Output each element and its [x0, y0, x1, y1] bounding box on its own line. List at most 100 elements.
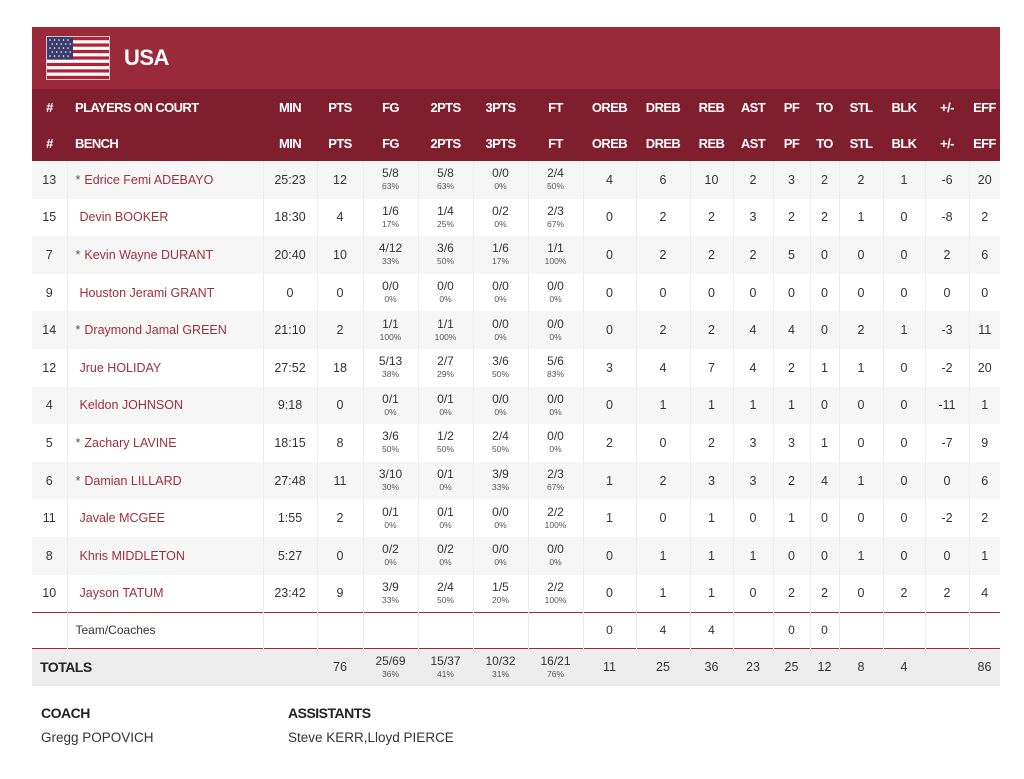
player-2pts: 2/7 29% [417, 348, 473, 387]
player-name-cell[interactable]: * Edrice Femi ADEBAYO [66, 161, 263, 199]
totals-reb: 36 [704, 660, 719, 675]
player-dreb: 1 [635, 574, 690, 613]
player-blk: 0 [882, 536, 925, 575]
player-name-cell[interactable]: Jrue HOLIDAY [66, 348, 263, 387]
player-stl: 0 [838, 499, 883, 537]
player-plus-minus: -6 [924, 161, 969, 199]
player-name-link[interactable]: Houston Jerami GRANT [79, 285, 215, 300]
player-number: 10 [42, 586, 57, 601]
player-name-link[interactable]: Edrice Femi ADEBAYO [84, 172, 214, 187]
player-name-link[interactable]: Devin BOOKER [79, 210, 169, 225]
player-min: 27:52 [262, 348, 317, 387]
player-2pts: 0/1 0% [417, 499, 473, 537]
player-plus-minus: -7 [924, 424, 969, 462]
player-name-link[interactable]: Damian LILLARD [84, 473, 182, 488]
player-stl: 2 [838, 311, 883, 349]
player-name-cell[interactable]: * Zachary LAVINE [66, 424, 263, 462]
player-number: 13 [42, 172, 57, 187]
player-name-link[interactable]: Jrue HOLIDAY [79, 360, 162, 375]
col-pf: PF [783, 99, 800, 115]
player-3pts: 0/2 0% [472, 198, 528, 237]
player-number: 9 [45, 285, 53, 300]
team-ast [732, 612, 773, 649]
col-pts: PTS [328, 135, 352, 151]
player-blk: 0 [882, 236, 925, 274]
player-to: 0 [809, 536, 839, 575]
player-min: 18:30 [262, 198, 317, 237]
player-ast: 2 [732, 161, 773, 199]
player-name-cell[interactable]: * Kevin Wayne DURANT [66, 236, 263, 274]
player-2pts: 0/1 0% [417, 386, 473, 425]
player-name-link[interactable]: Kevin Wayne DURANT [84, 247, 214, 262]
col-bench: BENCH [75, 135, 119, 151]
player-2pts: 1/2 50% [417, 424, 473, 462]
team-boxscore: USA # PLAYERS ON COURT MIN PTS FG 2PTS 3… [32, 27, 1000, 687]
player-dreb: 4 [635, 348, 690, 387]
player-eff: 20 [968, 348, 1000, 387]
player-pf: 2 [772, 198, 810, 237]
player-eff: 2 [968, 198, 1000, 237]
player-pts: 4 [316, 198, 363, 237]
player-eff: 9 [968, 424, 1000, 462]
player-fg: 5/8 63% [362, 161, 418, 199]
player-ft: 2/2 100% [527, 574, 583, 613]
player-stl: 1 [838, 348, 883, 387]
player-name-link[interactable]: Javale MCGEE [79, 511, 165, 526]
player-plus-minus: -3 [924, 311, 969, 349]
player-name-link[interactable]: Keldon JOHNSON [79, 398, 184, 413]
player-ast: 3 [732, 424, 773, 462]
player-reb: 7 [689, 348, 733, 387]
totals-pts: 76 [333, 660, 347, 675]
assistants-names: Steve KERR,Lloyd PIERCE [288, 730, 454, 745]
player-stl: 1 [838, 461, 883, 500]
player-ast: 2 [732, 236, 773, 274]
player-reb: 10 [689, 161, 733, 199]
player-min: 25:23 [262, 161, 317, 199]
player-name-cell[interactable]: Khris MIDDLETON [66, 536, 263, 575]
team-header: USA [32, 27, 1000, 89]
player-number: 8 [45, 548, 53, 563]
player-ft: 2/4 50% [527, 161, 583, 199]
player-stl: 1 [838, 198, 883, 237]
player-name-cell[interactable]: * Draymond Jamal GREEN [66, 311, 263, 349]
player-name-cell[interactable]: Javale MCGEE [66, 499, 263, 537]
player-eff: 1 [968, 386, 1000, 425]
player-reb: 1 [689, 386, 733, 425]
player-dreb: 0 [635, 499, 690, 537]
col-fg: FG [382, 99, 399, 115]
starter-marker: * [75, 435, 81, 450]
col-2pts: 2PTS [430, 99, 461, 115]
totals-dreb: 25 [656, 660, 670, 675]
player-name-cell[interactable]: Devin BOOKER [66, 198, 263, 237]
col-3pts: 3PTS [485, 135, 516, 151]
player-name-link[interactable]: Zachary LAVINE [84, 435, 177, 450]
player-name-link[interactable]: Draymond Jamal GREEN [84, 323, 227, 338]
player-to: 0 [809, 236, 839, 274]
player-name-cell[interactable]: Keldon JOHNSON [66, 386, 263, 425]
player-stl: 0 [838, 236, 883, 274]
col-dreb: DREB [645, 135, 681, 151]
player-blk: 1 [882, 161, 925, 199]
player-to: 0 [809, 499, 839, 537]
player-name-cell[interactable]: * Damian LILLARD [66, 461, 263, 500]
player-name-link[interactable]: Khris MIDDLETON [79, 548, 185, 563]
player-number: 6 [45, 473, 53, 488]
player-dreb: 2 [635, 311, 690, 349]
player-to: 0 [809, 311, 839, 349]
player-ast: 1 [732, 536, 773, 575]
player-number: 5 [45, 435, 53, 450]
col-pts: PTS [328, 99, 352, 115]
player-3pts: 0/0 0% [472, 386, 528, 425]
player-to: 0 [809, 386, 839, 425]
player-ft: 0/0 0% [527, 311, 583, 349]
col-fg: FG [382, 135, 399, 151]
player-oreb: 4 [582, 161, 636, 199]
col-oreb: OREB [591, 135, 628, 151]
player-name-cell[interactable]: Houston Jerami GRANT [66, 273, 263, 312]
player-name-cell[interactable]: Jayson TATUM [66, 574, 263, 613]
header-row-bench: # BENCH MIN PTS FG 2PTS 3PTS FT OREB DRE… [32, 125, 1000, 161]
player-min: 21:10 [262, 311, 317, 349]
player-dreb: 1 [635, 536, 690, 575]
player-name-link[interactable]: Jayson TATUM [79, 586, 164, 601]
player-pf: 3 [772, 161, 810, 199]
